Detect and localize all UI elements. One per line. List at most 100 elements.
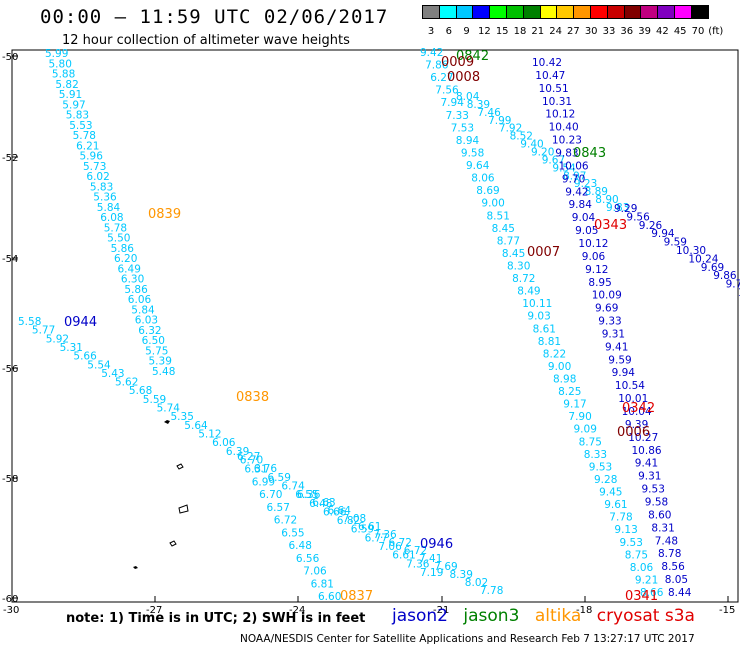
wave-height-value: 9.56 [626,211,650,223]
latitude-label: -52 [2,153,18,164]
satellite-track: 0342 [622,401,655,416]
wave-height-value: 6.66 [323,506,347,518]
wave-height-value: 8.60 [648,509,671,521]
wave-height-value: 8.52 [510,131,533,143]
wave-height-value: 7.69 [434,561,457,573]
map-subtitle: 12 hour collection of altimeter wave hei… [62,33,350,48]
wave-height-value: 9.31 [638,471,661,483]
wave-height-value: 5.39 [149,356,172,368]
pass-time-label: 0839 [148,207,181,222]
wave-height-value: 8.98 [553,374,576,386]
wave-height-value: 5.83 [90,181,113,193]
wave-height-value: 5.48 [152,366,175,378]
wave-height-value: 6.20 [114,253,137,265]
wave-height-value: 9.84 [569,199,593,211]
wave-height-value: 9.26 [639,220,663,232]
wave-height-value: 6.76 [254,463,278,475]
longitude-label: -24 [289,605,305,616]
longitude-label: -18 [576,605,592,616]
wave-height-value: 10.42 [532,57,562,69]
wave-height-value: 7.36 [406,558,430,570]
map-ticks: -50 -52 -54 -56 -58 -60-30 -27 -24 -21 -18 -15 [2,52,735,616]
wave-height-value: 8.33 [584,449,607,461]
wave-height-value: 10.27 [628,432,658,444]
wave-height-value: 9.39 [625,419,648,431]
latitude-label: -50 [2,52,18,63]
wave-height-value: 9.41 [605,341,628,353]
wave-height-value: 6.61 [392,550,415,562]
wave-height-value: 9.00 [481,198,504,210]
wave-height-value: 8.90 [595,194,618,206]
longitude-label: -21 [433,605,449,616]
wave-height-value: 5.36 [93,192,117,204]
wave-height-value: 8.94 [456,135,480,147]
wave-height-value: 6.64 [328,505,352,517]
wave-height-value: 10.23 [552,135,582,147]
wave-height-value: 5.92 [46,333,69,345]
color-scale-label: 21 [531,26,545,37]
wave-height-value: 9.69 [701,262,724,274]
wave-height-value: 5.86 [111,243,135,255]
color-scale-label: (ft) [708,26,724,37]
wave-height-value: 8.89 [585,186,608,198]
wave-height-value: 7.46 [477,107,501,119]
color-scale-label: 33 [602,26,616,37]
pass-time-label: 0341 [625,589,658,604]
wave-height-value: 7.86 [425,60,449,72]
wave-height-value: 9.03 [527,311,550,323]
satellite-track: 9.427.866.277.567.947.337.538.949.589.64… [420,47,664,599]
color-scale-swatches [422,5,709,24]
wave-height-value: 5.99 [45,48,68,60]
wave-height-value: 6.77 [365,532,388,544]
wave-height-value: 7.08 [343,513,366,525]
wave-height-value: 9.70 [726,279,740,291]
wave-height-value: 9.54 [552,162,576,174]
wave-height-value: 9.31 [602,329,625,341]
wave-height-value: 6.63 [312,497,335,509]
wave-height-value: 9.23 [574,178,597,190]
wave-height-value: 10.12 [545,109,575,121]
wave-height-value: 5.50 [107,233,130,245]
color-swatch [690,5,709,19]
wave-height-value: 9.06 [582,251,606,263]
wave-height-value: 7.99 [488,115,511,127]
wave-height-value: 8.45 [492,223,515,235]
wave-height-value: 9.58 [461,148,484,160]
wave-height-value: 7.90 [568,411,591,423]
wave-height-value: 5.58 [18,316,41,328]
wave-height-value: 5.35 [171,411,194,423]
wave-height-value: 7.92 [499,123,522,135]
wave-height-value: 5.84 [97,202,121,214]
credit-line: NOAA/NESDIS Center for Satellite Applica… [240,633,695,645]
wave-height-value: 9.59 [608,354,631,366]
wave-height-value: 6.48 [309,498,332,510]
wave-height-value: 8.56 [661,561,685,573]
wave-height-value: 9.53 [620,537,643,549]
pass-time-label: 0006 [617,425,650,440]
island-shape [176,463,184,470]
wave-height-value: 6.39 [226,446,249,458]
satellite-track: 5.995.805.885.825.915.975.835.535.786.21… [45,48,181,378]
pass-time-label: 0009 [441,55,474,70]
wave-height-value: 8.81 [538,336,561,348]
wave-height-value: 6.02 [86,171,109,183]
wave-height-value: 5.80 [49,58,72,70]
wave-height-value: 7.19 [420,567,443,579]
wave-height-value: 8.25 [558,386,581,398]
wave-height-value: 10.01 [618,393,648,405]
wave-height-value: 6.57 [267,502,290,514]
satellite-track: 5.585.775.925.315.665.545.435.625.685.59… [18,315,443,579]
legend-altika: altika [534,606,582,626]
wave-height-value: 8.45 [502,248,525,260]
latitude-label: -54 [2,254,18,265]
wave-height-value: 9.42 [565,186,588,198]
wave-height-value: 8.04 [456,91,480,103]
island-shape [133,566,138,569]
footnote: note: 1) Time is in UTC; 2) SWH is in fe… [66,611,366,626]
wave-height-value: 6.49 [118,263,141,275]
wave-height-value: 8.66 [640,587,664,599]
wave-height-value: 9.94 [612,367,636,379]
wave-height-value: 9.64 [466,160,490,172]
wave-height-value: 9.17 [563,399,586,411]
color-scale-label: 36 [620,26,634,37]
